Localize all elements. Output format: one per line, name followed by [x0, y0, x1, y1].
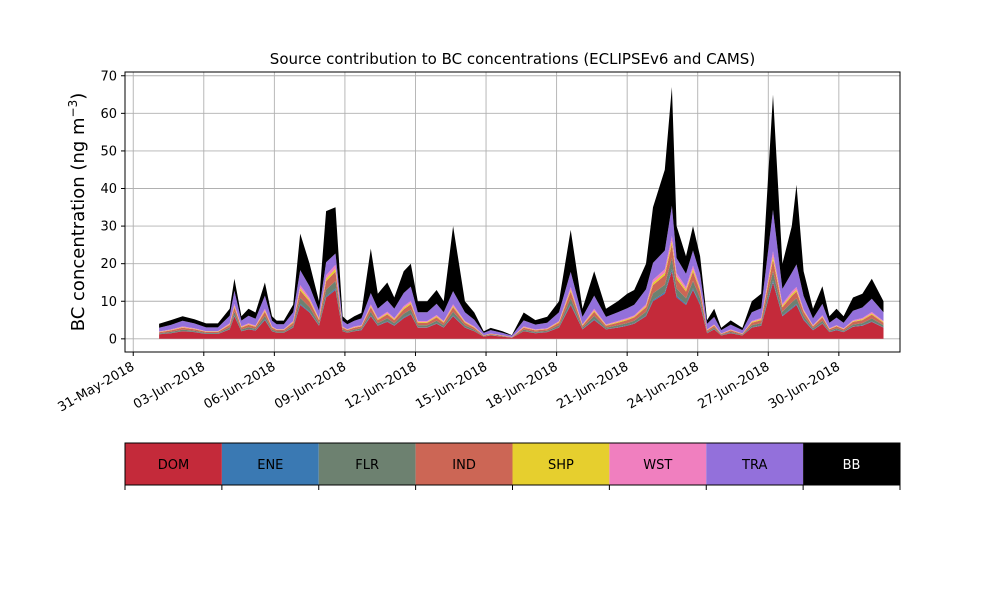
area-dom — [159, 271, 884, 339]
legend-swatch-flr — [318, 443, 416, 485]
y-tick-label: 40 — [100, 182, 117, 197]
y-axis-label-main: BC concentration (ng m — [68, 117, 89, 331]
legend-label-bb: BB — [843, 458, 861, 473]
y-tick-label: 70 — [100, 69, 117, 84]
y-tick-label: 50 — [100, 144, 117, 159]
legend-swatch-ind — [415, 443, 513, 485]
y-axis-label-sup: −3 — [66, 100, 80, 118]
legend-swatch-bb — [803, 443, 900, 485]
y-tick-label: 0 — [109, 332, 117, 347]
chart-title: Source contribution to BC concentrations… — [270, 50, 755, 68]
plot-frame — [124, 71, 901, 353]
area-tra — [159, 205, 884, 337]
legend-swatch-tra — [706, 443, 804, 485]
legend-swatch-wst — [609, 443, 707, 485]
y-axis-label: BC concentration (ng m−3) — [66, 93, 89, 332]
legend-label-shp: SHP — [548, 458, 574, 473]
legend-label-wst: WST — [643, 458, 672, 473]
legend: DOM ENE FLR IND SHP WST TRA BB — [124, 442, 901, 490]
y-tick-label: 10 — [100, 295, 117, 310]
area-bb — [159, 87, 884, 336]
legend-swatch-dom — [125, 443, 222, 485]
legend-label-flr: FLR — [355, 458, 379, 473]
legend-swatch-shp — [512, 443, 610, 485]
legend-swatch-ene — [221, 443, 319, 485]
legend-label-dom: DOM — [158, 458, 189, 473]
legend-label-ind: IND — [452, 458, 476, 473]
y-tick-label: 60 — [100, 107, 117, 122]
legend-label-ene: ENE — [257, 458, 283, 473]
y-tick-label: 20 — [100, 257, 117, 272]
legend-label-tra: TRA — [741, 458, 767, 473]
y-axis-label-close: ) — [68, 93, 89, 100]
y-tick-label: 30 — [100, 220, 117, 235]
area-layer — [159, 87, 884, 339]
